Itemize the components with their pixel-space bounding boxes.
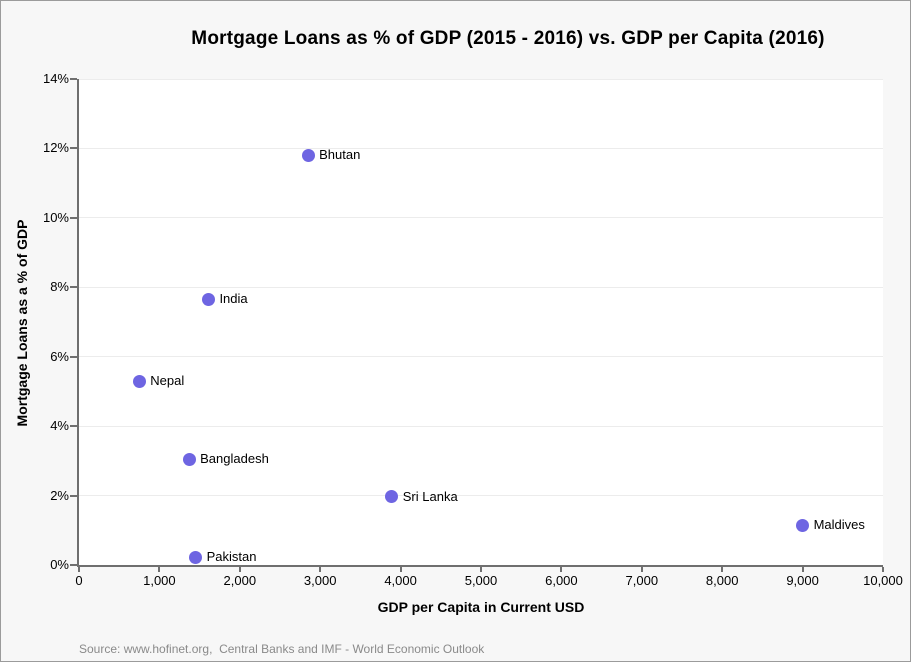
y-tick-label: 10% xyxy=(42,209,69,225)
data-point xyxy=(796,518,810,532)
x-tick-label: 2,000 xyxy=(223,573,257,588)
x-tick-mark xyxy=(801,567,804,572)
data-point-label: Pakistan xyxy=(206,549,257,565)
y-tick-label: 8% xyxy=(50,279,69,295)
data-point xyxy=(182,452,196,466)
plot-area xyxy=(77,78,883,567)
y-gridline xyxy=(79,425,883,427)
x-tick-label: 3,000 xyxy=(303,573,337,588)
y-tick-label: 4% xyxy=(50,418,69,434)
x-tick-mark xyxy=(399,567,402,572)
y-tick-mark xyxy=(70,355,77,358)
data-point-label: Nepal xyxy=(150,373,185,388)
data-point-label: Sri Lanka xyxy=(402,488,458,504)
data-point-label: Maldives xyxy=(813,517,865,533)
data-point-label: Bhutan xyxy=(319,147,361,163)
data-point-label: Bangladesh xyxy=(200,451,269,467)
source-note: Source: www.hofinet.org, Central Banks a… xyxy=(79,642,485,656)
y-tick-mark xyxy=(70,147,77,150)
x-tick-label: 0 xyxy=(75,573,83,588)
y-tick-label: 12% xyxy=(42,140,69,156)
data-point-label: India xyxy=(219,291,248,307)
data-point xyxy=(385,490,399,504)
x-tick-label: 6,000 xyxy=(545,573,578,588)
y-gridline xyxy=(79,78,883,80)
x-tick-label: 1,000 xyxy=(143,573,176,588)
y-tick-label: 6% xyxy=(50,348,69,364)
y-gridline xyxy=(79,495,883,497)
y-tick-mark xyxy=(70,216,77,219)
y-tick-label: 14% xyxy=(42,71,69,86)
x-tick-mark xyxy=(480,567,482,572)
x-tick-mark xyxy=(882,567,884,572)
x-tick-label: 4,000 xyxy=(384,573,417,588)
y-tick-mark xyxy=(70,78,77,80)
y-tick-mark xyxy=(70,494,77,497)
y-tick-mark xyxy=(70,425,77,428)
y-gridline xyxy=(79,217,883,219)
x-tick-label: 10,000 xyxy=(863,573,903,588)
y-tick-mark xyxy=(70,286,77,289)
data-point xyxy=(132,374,146,388)
data-point xyxy=(201,292,215,306)
x-tick-mark xyxy=(319,567,322,572)
y-tick-label: 2% xyxy=(50,487,69,503)
x-tick-mark xyxy=(560,567,563,572)
x-tick-mark xyxy=(721,567,724,572)
data-point xyxy=(189,550,203,564)
x-tick-mark xyxy=(78,567,80,572)
y-tick-label: 0% xyxy=(50,557,69,572)
y-gridline xyxy=(79,147,883,149)
y-tick-mark xyxy=(70,564,77,566)
chart-title: Mortgage Loans as % of GDP (2015 - 2016)… xyxy=(191,28,825,49)
x-tick-mark xyxy=(640,567,643,572)
x-tick-label: 5,000 xyxy=(464,573,498,588)
x-tick-mark xyxy=(158,567,161,572)
data-point xyxy=(301,148,315,162)
x-tick-label: 7,000 xyxy=(625,573,659,588)
y-gridline xyxy=(79,356,883,358)
x-axis-title: GDP per Capita in Current USD xyxy=(377,599,585,615)
y-gridline xyxy=(79,286,883,288)
x-tick-label: 8,000 xyxy=(705,573,739,588)
x-tick-mark xyxy=(238,567,241,572)
x-tick-label: 9,000 xyxy=(786,573,819,588)
